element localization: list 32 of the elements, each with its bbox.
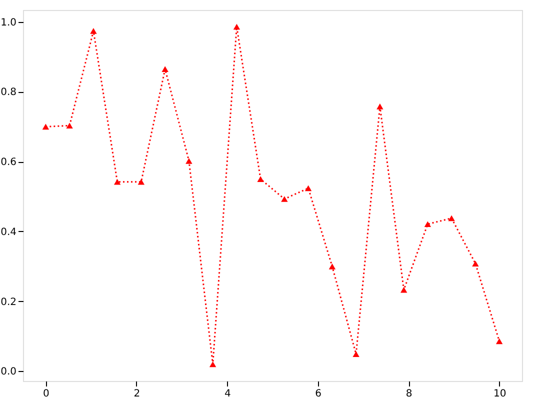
x-tick-label: 0 <box>42 388 50 400</box>
y-tick-label: 1.0 <box>0 17 16 28</box>
y-tick-label: 0.2 <box>0 296 16 308</box>
point <box>114 178 121 185</box>
x-tick-label: 8 <box>406 388 412 400</box>
y-tick-label: 0.6 <box>0 157 16 168</box>
point <box>209 361 216 368</box>
point <box>233 24 240 30</box>
x-tick-label: 6 <box>315 388 322 400</box>
x-tick-label: 4 <box>224 388 231 400</box>
point <box>66 122 73 129</box>
y-tick-label: 0.4 <box>0 226 16 238</box>
point <box>304 185 312 192</box>
point <box>424 221 432 228</box>
point <box>281 196 288 202</box>
point <box>400 286 408 293</box>
point <box>472 260 479 267</box>
point <box>352 351 360 358</box>
y-tick-label: 0.0 <box>0 366 16 378</box>
x-tick-label: 2 <box>134 388 140 400</box>
point <box>186 158 192 164</box>
point <box>496 338 503 344</box>
y-tick-label: 0.8 <box>0 87 16 98</box>
point <box>90 28 97 34</box>
point <box>257 176 264 182</box>
point <box>162 66 168 72</box>
x-tick-label: 10 <box>493 388 506 400</box>
point <box>138 178 145 185</box>
point <box>328 264 336 270</box>
point <box>42 124 50 130</box>
point <box>376 104 384 110</box>
point <box>448 215 455 222</box>
